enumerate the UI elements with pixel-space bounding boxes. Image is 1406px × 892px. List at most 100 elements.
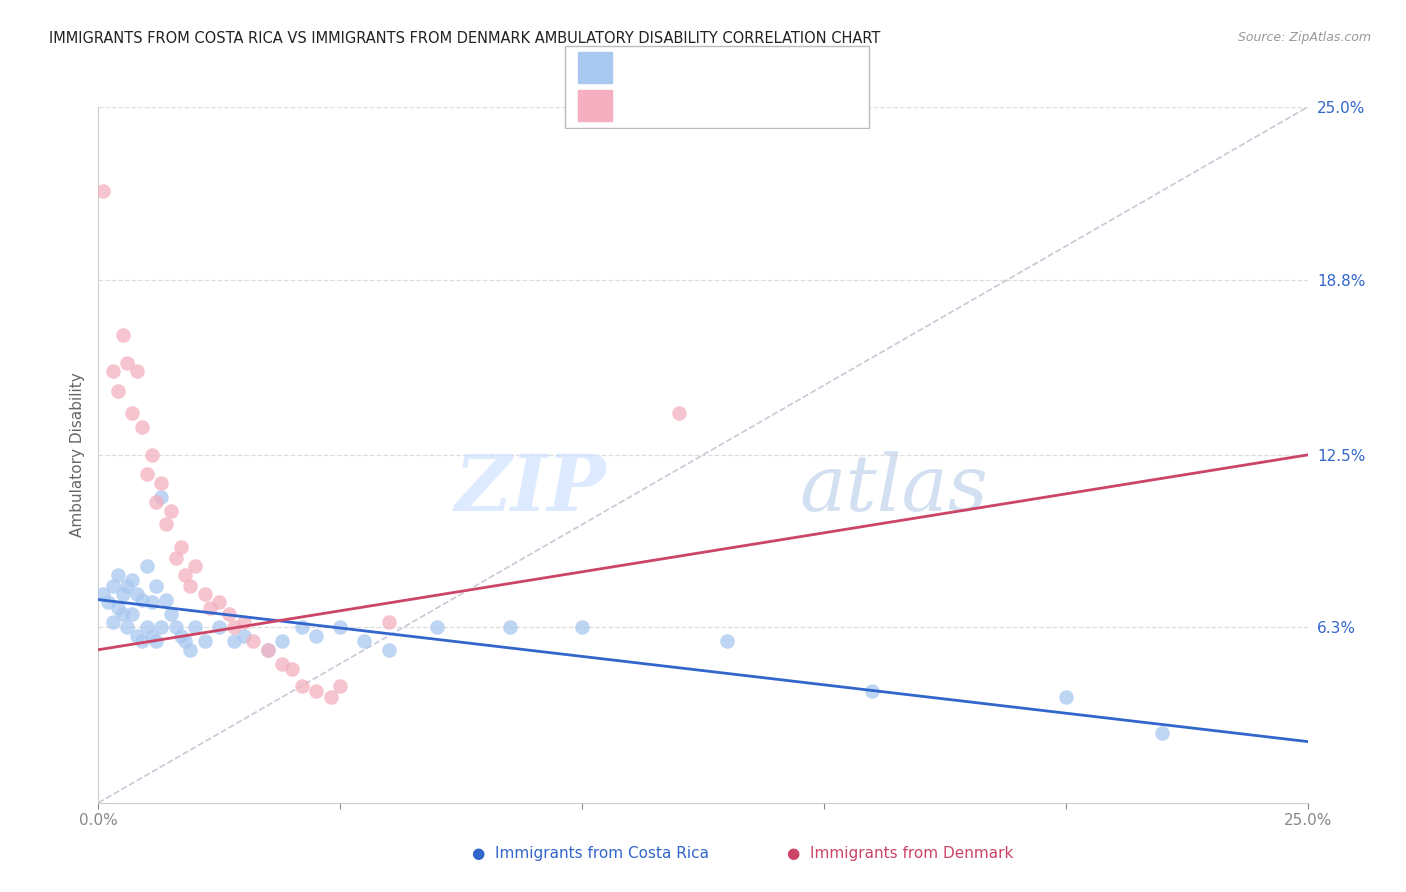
Point — [131, 420, 153, 434]
Point — [107, 384, 129, 398]
Point — [498, 620, 520, 634]
Point — [165, 620, 187, 634]
Point — [160, 607, 183, 621]
Point — [290, 620, 312, 634]
Point — [155, 592, 177, 607]
Point — [1152, 726, 1174, 740]
Point — [97, 595, 120, 609]
Text: -0.239: -0.239 — [676, 60, 731, 75]
Point — [174, 567, 197, 582]
Point — [101, 579, 124, 593]
Point — [117, 579, 139, 593]
Point — [127, 587, 149, 601]
Point — [127, 629, 149, 643]
Point — [150, 490, 173, 504]
Point — [232, 615, 254, 629]
FancyBboxPatch shape — [565, 46, 869, 128]
Point — [131, 592, 153, 607]
Point — [107, 567, 129, 582]
Point — [281, 662, 304, 676]
Point — [256, 642, 278, 657]
Point — [160, 503, 183, 517]
Point — [860, 684, 883, 698]
Point — [198, 601, 221, 615]
Point — [222, 634, 245, 648]
Point — [377, 642, 399, 657]
Point — [271, 657, 294, 671]
Text: 49: 49 — [807, 60, 828, 75]
Point — [121, 607, 143, 621]
Point — [150, 475, 173, 490]
Point — [169, 540, 191, 554]
Point — [91, 184, 114, 198]
Y-axis label: Ambulatory Disability: Ambulatory Disability — [69, 373, 84, 537]
Point — [271, 634, 294, 648]
Text: IMMIGRANTS FROM COSTA RICA VS IMMIGRANTS FROM DENMARK AMBULATORY DISABILITY CORR: IMMIGRANTS FROM COSTA RICA VS IMMIGRANTS… — [49, 31, 880, 46]
Point — [150, 620, 173, 634]
Point — [305, 629, 328, 643]
Text: 35: 35 — [807, 98, 828, 113]
Point — [111, 607, 134, 621]
Point — [141, 595, 163, 609]
Point — [571, 620, 593, 634]
Point — [184, 620, 207, 634]
Text: atlas: atlas — [800, 451, 988, 528]
Text: N =: N = — [754, 98, 787, 113]
Text: ●  Immigrants from Denmark: ● Immigrants from Denmark — [786, 846, 1014, 861]
Point — [329, 620, 352, 634]
Point — [145, 495, 167, 509]
Point — [329, 679, 352, 693]
Point — [290, 679, 312, 693]
Point — [668, 406, 690, 420]
Point — [121, 406, 143, 420]
Point — [1054, 690, 1077, 704]
Point — [169, 629, 191, 643]
Point — [179, 579, 201, 593]
Point — [426, 620, 449, 634]
Point — [194, 634, 217, 648]
Point — [117, 620, 139, 634]
Bar — [578, 90, 612, 120]
Text: Source: ZipAtlas.com: Source: ZipAtlas.com — [1237, 31, 1371, 45]
Point — [319, 690, 342, 704]
Point — [135, 559, 157, 574]
Point — [135, 467, 157, 482]
Point — [353, 634, 375, 648]
Point — [111, 587, 134, 601]
Point — [101, 364, 124, 378]
Point — [145, 634, 167, 648]
Point — [107, 601, 129, 615]
Point — [242, 634, 264, 648]
Point — [155, 517, 177, 532]
Point — [165, 550, 187, 565]
Point — [101, 615, 124, 629]
Point — [256, 642, 278, 657]
Point — [222, 620, 245, 634]
Point — [135, 620, 157, 634]
Point — [218, 607, 240, 621]
Point — [141, 448, 163, 462]
Text: ZIP: ZIP — [454, 451, 606, 528]
Point — [121, 573, 143, 587]
Point — [145, 579, 167, 593]
Point — [194, 587, 217, 601]
Text: R =: R = — [624, 60, 658, 75]
Point — [232, 629, 254, 643]
Point — [377, 615, 399, 629]
Point — [117, 356, 139, 370]
Point — [174, 634, 197, 648]
Text: 0.340: 0.340 — [676, 98, 730, 113]
Point — [305, 684, 328, 698]
Point — [208, 595, 231, 609]
Text: N =: N = — [754, 60, 787, 75]
Point — [184, 559, 207, 574]
Point — [179, 642, 201, 657]
Point — [131, 634, 153, 648]
Point — [141, 629, 163, 643]
Point — [127, 364, 149, 378]
Point — [91, 587, 114, 601]
Text: R =: R = — [624, 98, 658, 113]
Text: ●  Immigrants from Costa Rica: ● Immigrants from Costa Rica — [472, 846, 709, 861]
Point — [208, 620, 231, 634]
Point — [716, 634, 738, 648]
